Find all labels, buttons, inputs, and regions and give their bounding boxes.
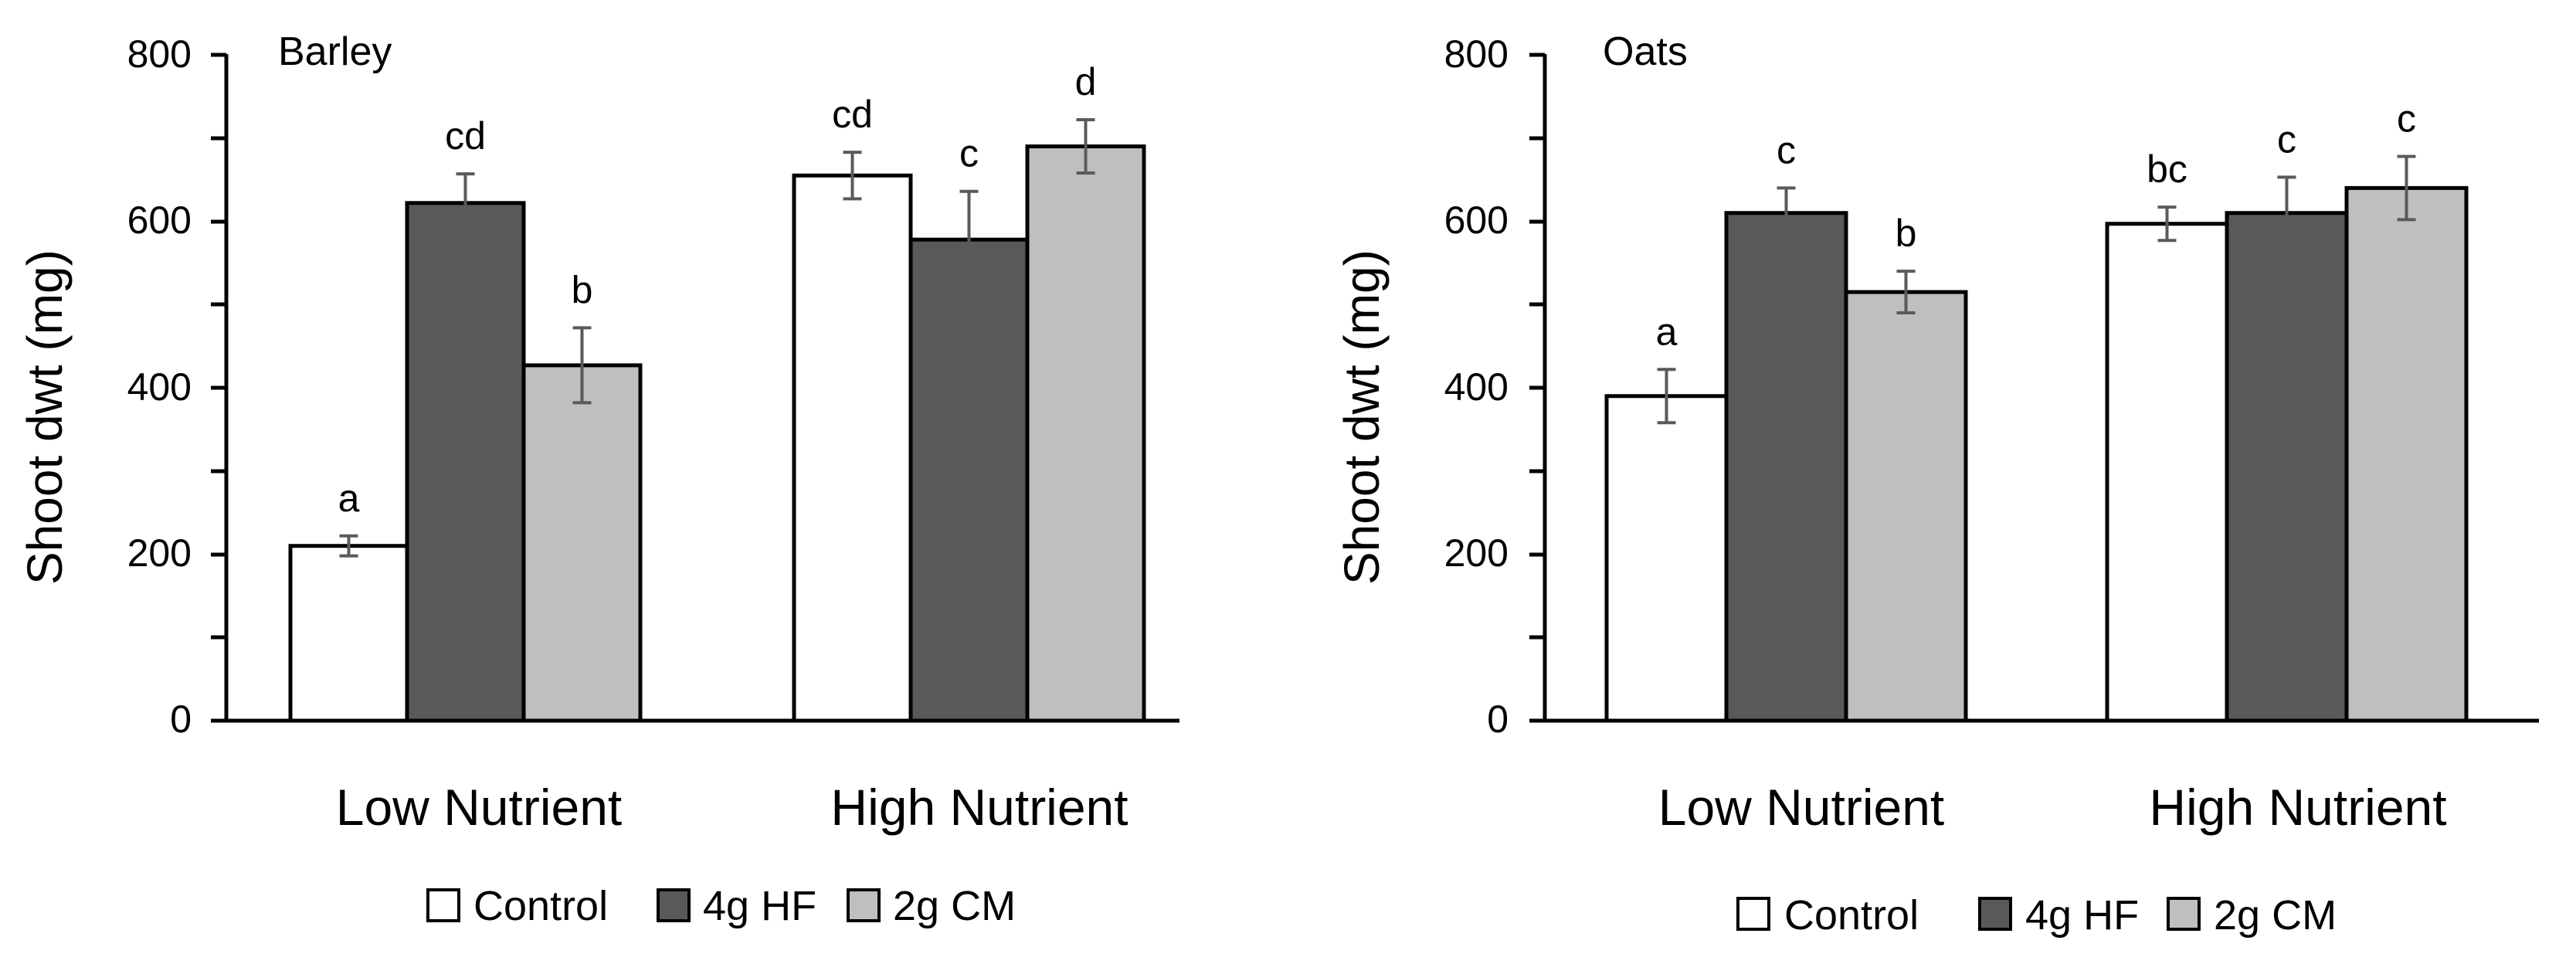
legend-swatch (426, 888, 460, 922)
y-axis (1529, 53, 1547, 723)
bar (1604, 394, 1729, 723)
y-tick-label: 400 (1444, 365, 1509, 409)
significance-letter: c (2277, 117, 2296, 161)
significance-letter: a (1656, 310, 1678, 353)
error-bar (456, 172, 475, 234)
y-tick-label: 600 (127, 199, 192, 242)
error-bar (1896, 270, 1916, 315)
error-bar (572, 326, 592, 405)
significance-letter: c (2397, 97, 2416, 140)
x-category-label: High Nutrient (2149, 779, 2446, 836)
significance-letter: b (1896, 212, 1917, 255)
significance-letter: b (572, 268, 593, 311)
error-bar (339, 534, 358, 558)
legend-label: Control (1784, 892, 1919, 939)
chart-panel-barley: Shoot dwt (mg) 0 200 400 600 800 Barley … (17, 29, 1179, 929)
y-tick-label: 0 (1487, 698, 1509, 741)
significance-letter: c (1777, 128, 1796, 171)
error-bar (959, 189, 979, 290)
significance-letter: c (959, 132, 979, 175)
y-tick-label: 200 (127, 531, 192, 575)
significance-letter: d (1075, 60, 1097, 104)
y-axis (211, 53, 229, 723)
bar (1025, 144, 1146, 723)
legend-swatch (657, 888, 691, 922)
error-bar (2277, 175, 2296, 251)
legend-swatch (847, 888, 881, 922)
legend-swatch (2167, 897, 2201, 931)
chart-panel-oats: Shoot dwt (mg) 0 200 400 600 800 Oats a c… (1334, 29, 2539, 939)
bar (1724, 211, 1848, 723)
y-tick-label: 600 (1444, 199, 1509, 242)
bar (288, 544, 409, 723)
bar (2225, 211, 2349, 723)
legend-swatch (1978, 897, 2012, 931)
y-tick-label: 400 (127, 365, 192, 409)
bar (2344, 185, 2469, 723)
y-axis-title: Shoot dwt (mg) (1334, 249, 1390, 585)
bar (792, 173, 913, 723)
error-bar (1777, 186, 1796, 240)
bar (521, 363, 643, 723)
x-category-label: Low Nutrient (336, 779, 623, 836)
error-bar (843, 151, 862, 201)
significance-letter: bc (2147, 148, 2187, 191)
error-bar (1076, 118, 1095, 175)
y-tick-label: 200 (1444, 531, 1509, 575)
legend: Control 4g HF 2g CM (1736, 892, 2337, 939)
y-tick-label: 0 (170, 698, 192, 741)
y-tick-label: 800 (1444, 32, 1509, 76)
error-bar (1657, 368, 1676, 425)
legend-label: 4g HF (2025, 892, 2139, 939)
significance-letter: cd (832, 93, 873, 136)
legend-label: 2g CM (893, 883, 1016, 929)
y-tick-label: 800 (127, 32, 192, 76)
significance-letter: cd (445, 114, 486, 158)
significance-letter: a (338, 477, 360, 520)
legend-label: Control (473, 883, 608, 929)
y-axis-title: Shoot dwt (mg) (17, 249, 73, 585)
legend-swatch (1736, 897, 1770, 931)
error-bar (2397, 154, 2416, 222)
panel-title: Oats (1603, 29, 1688, 74)
legend-label: 2g CM (2214, 892, 2337, 939)
x-category-label: Low Nutrient (1658, 779, 1945, 836)
bar (1844, 290, 1968, 723)
bar (405, 201, 526, 723)
legend: Control 4g HF 2g CM (426, 883, 1016, 929)
panel-title: Barley (278, 29, 392, 74)
bar (908, 237, 1030, 723)
x-category-label: High Nutrient (830, 779, 1128, 836)
bar (2105, 222, 2229, 723)
error-bar (2157, 205, 2177, 243)
legend-label: 4g HF (703, 883, 816, 929)
